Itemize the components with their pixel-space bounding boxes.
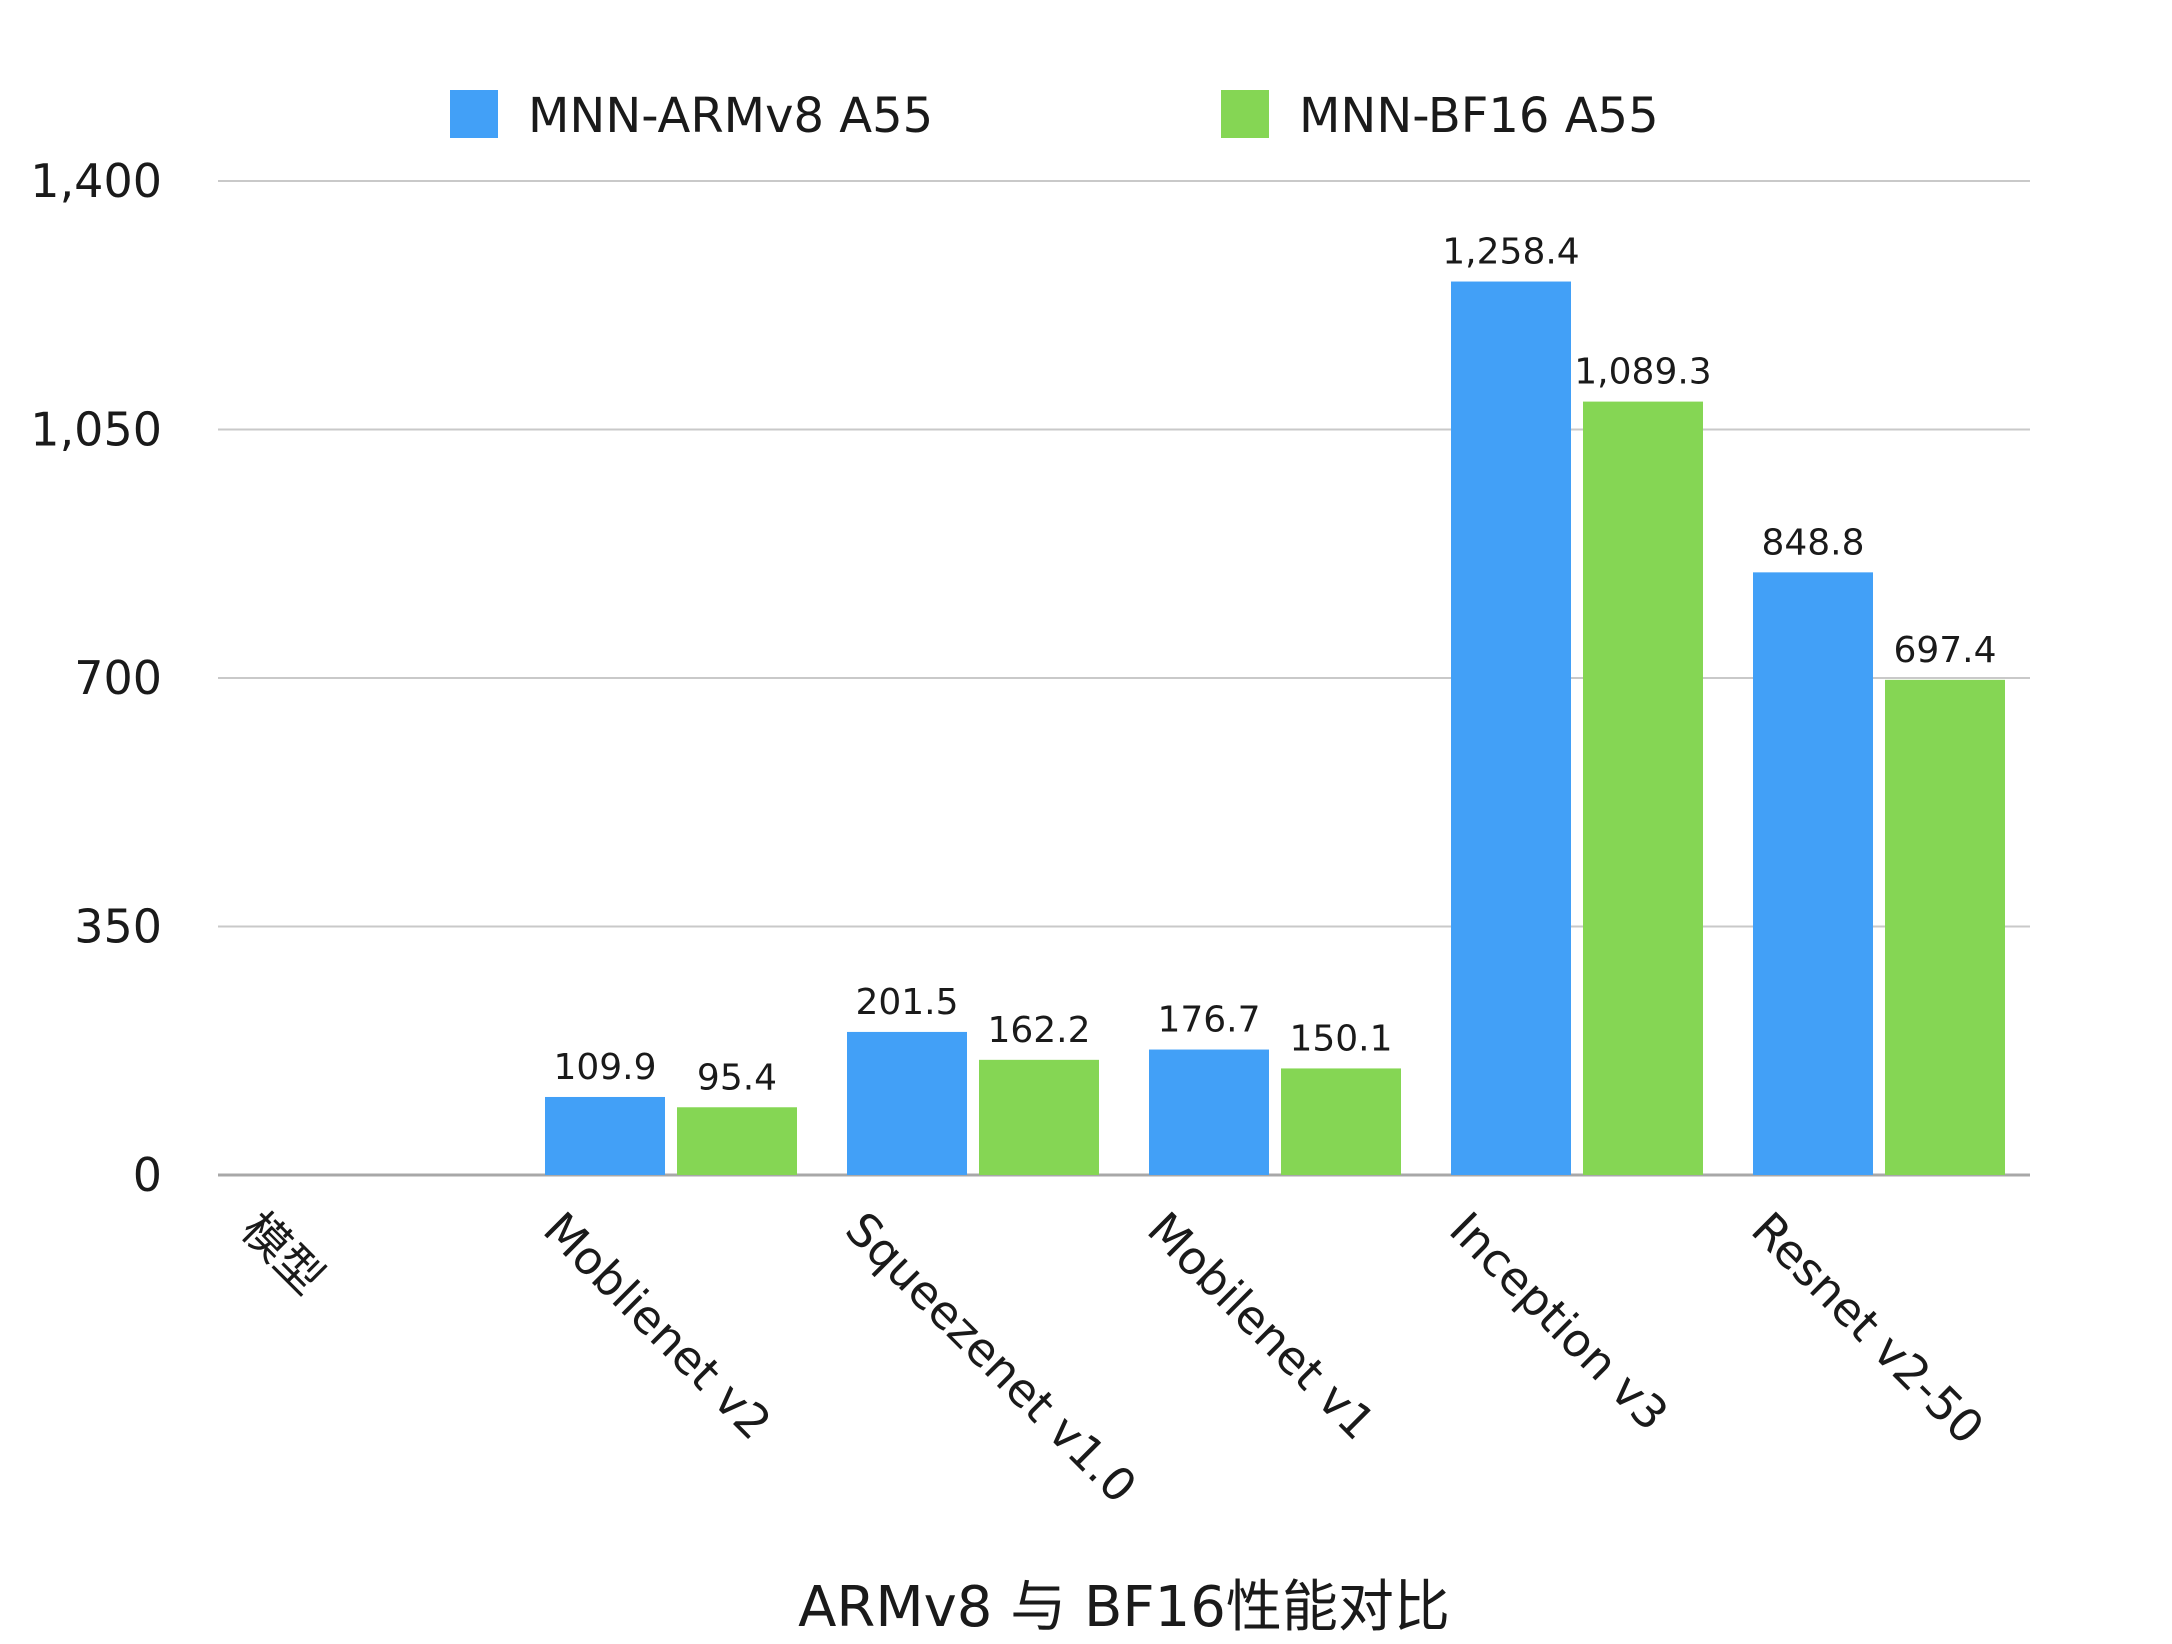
data-label: 1,089.3 (1574, 352, 1711, 393)
legend: MNN-ARMv8 A55 MNN-BF16 A55 (450, 88, 1659, 144)
bar-bf16 (1885, 679, 2005, 1175)
data-label: 162.2 (987, 1010, 1090, 1051)
data-label: 109.9 (553, 1047, 656, 1088)
x-tick-label: Squeezenet v1.0 (835, 1202, 1147, 1514)
legend-label: MNN-ARMv8 A55 (528, 88, 933, 144)
bar-armv8 (1753, 572, 1873, 1175)
y-tick-label: 700 (74, 651, 162, 705)
x-tick-label: Resnet v2-50 (1741, 1202, 1994, 1455)
x-axis-title: ARMv8 与 BF16性能对比 (798, 1575, 1450, 1640)
bar-bf16 (677, 1107, 797, 1175)
x-tick-label: Mobilenet v1 (1137, 1202, 1386, 1451)
data-label: 1,258.4 (1442, 232, 1579, 273)
y-tick-label: 1,400 (30, 154, 162, 208)
x-tick-label: Moblienet v2 (533, 1202, 782, 1451)
legend-swatch (450, 90, 498, 138)
bar-bf16 (1281, 1068, 1401, 1175)
data-label: 150.1 (1289, 1018, 1392, 1059)
data-labels: 109.9 95.4 201.5 162.2 176.7 150.1 1,258.4 1,08… (553, 232, 1996, 1099)
data-label: 848.8 (1761, 522, 1864, 563)
grid (218, 180, 2030, 1177)
legend-swatch (1221, 90, 1269, 138)
bar-bf16 (1583, 401, 1703, 1175)
x-tick-label: 模型 (231, 1202, 334, 1305)
bar-armv8 (847, 1031, 967, 1175)
data-label: 176.7 (1157, 1000, 1260, 1041)
data-label: 201.5 (855, 982, 958, 1023)
x-tick-label: Inception v3 (1439, 1202, 1679, 1442)
y-tick-label: 1,050 (30, 403, 162, 457)
legend-label: MNN-BF16 A55 (1299, 88, 1659, 144)
y-axis: 0 350 700 1,050 1,400 (30, 154, 162, 1202)
data-label: 95.4 (697, 1057, 777, 1098)
data-label: 697.4 (1893, 630, 1996, 671)
bars (545, 281, 2005, 1175)
bar-bf16 (979, 1059, 1099, 1175)
bar-armv8 (1149, 1049, 1269, 1175)
y-tick-label: 350 (74, 900, 162, 954)
bar-armv8 (1451, 281, 1571, 1175)
bar-armv8 (545, 1096, 665, 1175)
y-tick-label: 0 (133, 1148, 162, 1202)
